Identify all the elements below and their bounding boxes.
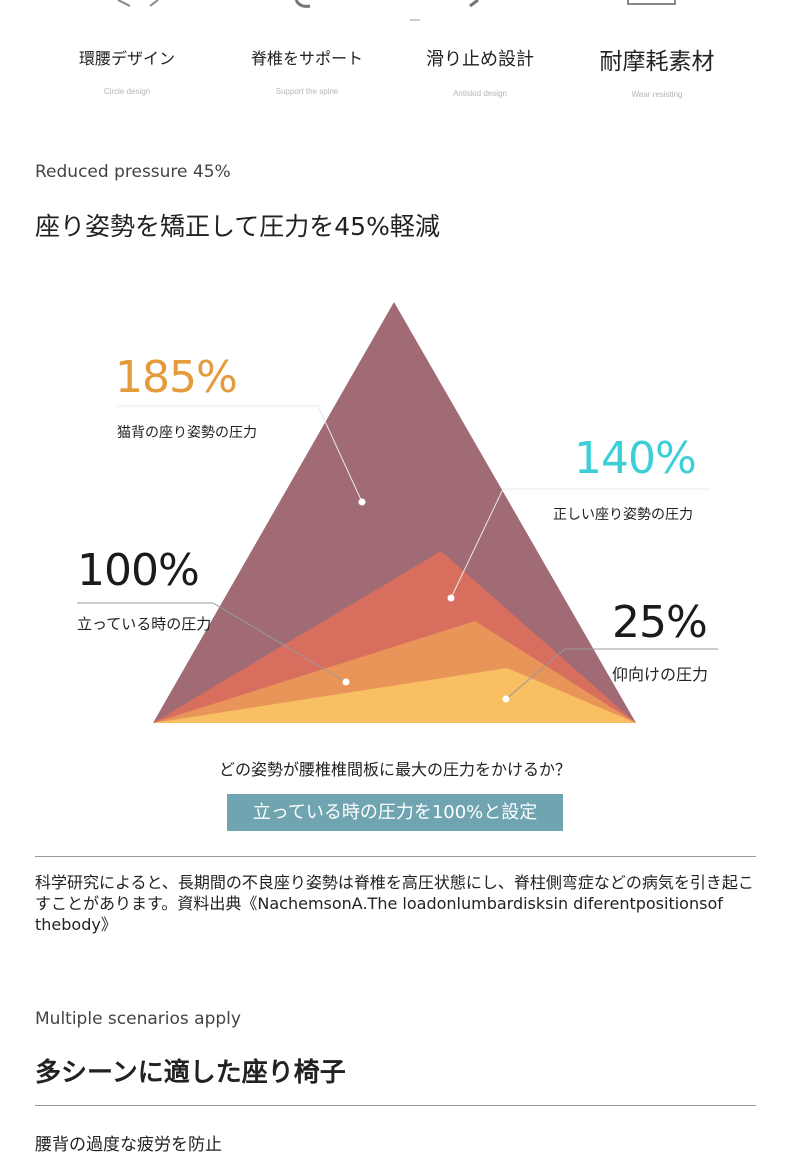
point-25 [502,695,510,703]
label-185: 猫背の座り姿勢の圧力 [117,425,257,441]
feature-label: 耐摩耗素材 [599,49,715,75]
feature-icons-row [0,0,790,30]
answer-banner: 立っている時の圧力を100%と設定 [227,794,563,831]
label-100: 立っている時の圧力 [77,615,212,633]
value-185: 185% [115,352,238,403]
pressure-triangle-chart [77,302,718,723]
research-note: 科学研究によると、長期間の不良座り姿勢は脊椎を高圧状態にし、脊柱側弯症などの病気… [35,873,754,934]
section-subtitle: Multiple scenarios apply [35,1009,241,1029]
feature-label: 環腰デザイン [78,49,175,68]
feature-support-spine: 脊椎をサポート Support the spine [222,45,392,96]
leader-185 [117,405,363,503]
feature-sublabel: Antiskid design [453,89,507,98]
leader-100 [77,602,347,683]
value-25: 25% [612,597,708,648]
feature-wear-resisting: 耐摩耗素材 Wear resisting [572,42,742,99]
question-text: どの姿勢が腰椎椎間板に最大の圧力をかけるか？ [218,760,571,779]
divider [35,856,756,857]
layer-25 [153,668,636,723]
point-100 [342,678,350,686]
value-100: 100% [77,545,200,596]
feature-icons [117,0,676,21]
feature-circle-design: 環腰デザイン Circle design [42,45,212,96]
divider [35,1105,756,1106]
support-spine-icon [294,0,311,8]
leader-25 [505,648,718,700]
section-title: 座り姿勢を矯正して圧力を45%軽減 [35,212,440,241]
value-140: 140% [574,433,697,484]
circle-design-icon-part [149,0,159,7]
feature-antiskid: 滑り止め設計 Antiskid design [395,45,565,98]
section-subtitle: Reduced pressure 45% [35,162,231,182]
section-title: 多シーンに適した座り椅子 [35,1058,346,1088]
feature-label: 滑り止め設計 [426,49,534,70]
feature-sublabel: Wear resisting [631,90,683,99]
point-185 [358,498,366,506]
antiskid-icon [469,0,479,8]
feature-sublabel: Circle design [103,87,151,96]
label-140: 正しい座り姿勢の圧力 [553,507,693,523]
feature-sublabel: Support the spine [275,87,339,96]
label-25: 仰向けの圧力 [612,665,709,684]
circle-design-icon [117,0,131,7]
point-140 [447,594,455,602]
leader-140 [450,488,710,599]
feature-text: 腰背の過度な疲労を防止 [35,1135,222,1155]
feature-label: 脊椎をサポート [250,49,363,68]
wear-resisting-icon [627,0,676,5]
